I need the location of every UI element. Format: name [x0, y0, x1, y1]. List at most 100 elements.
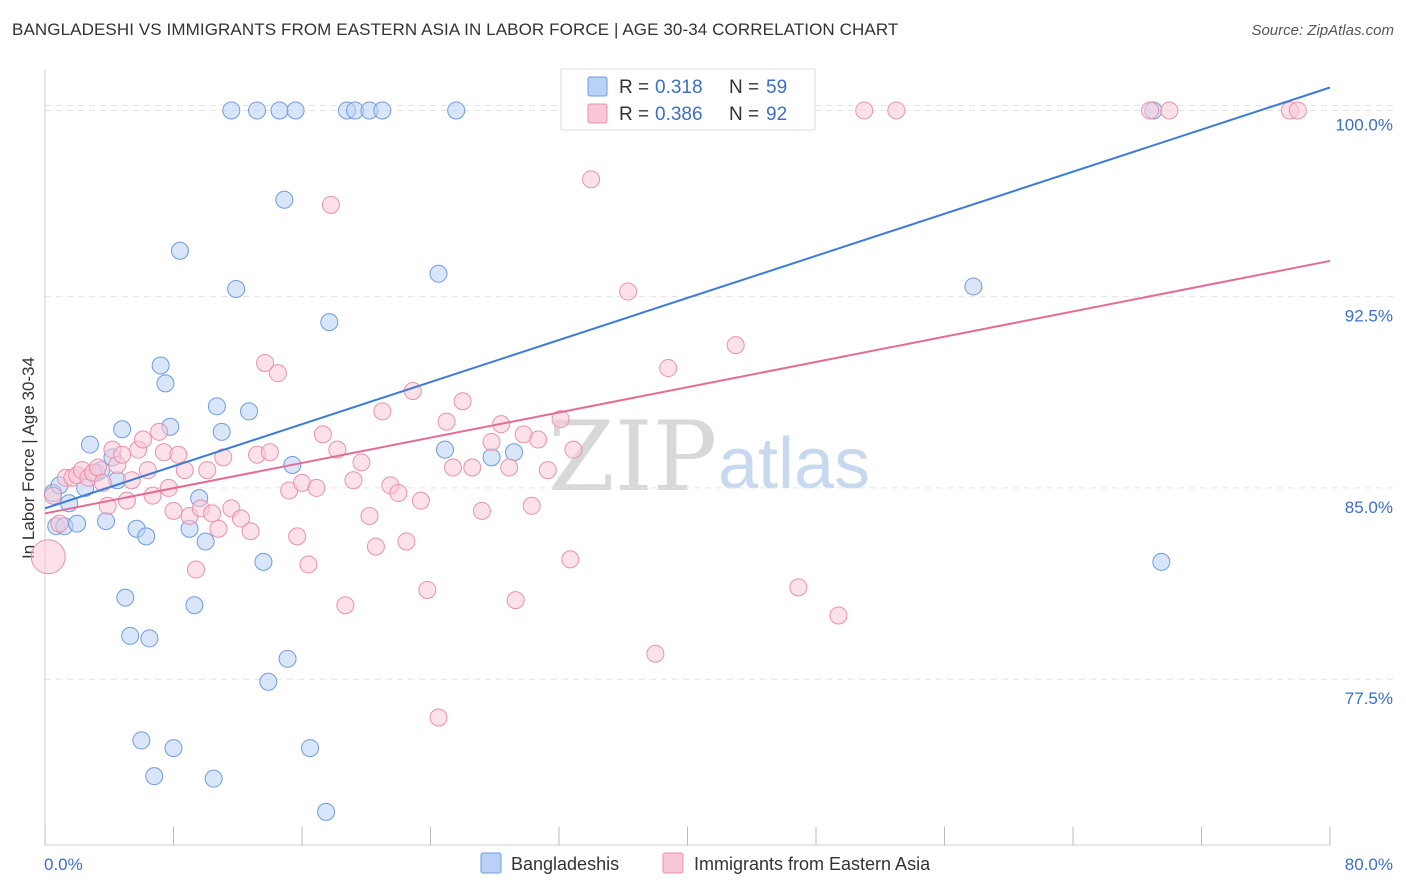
point-bangladeshis-36 [248, 101, 267, 120]
point-bangladeshis-57 [964, 277, 983, 296]
point-eastern-asia-60 [418, 580, 437, 599]
point-bangladeshis-21 [151, 356, 170, 375]
bottom-legend-label-eastern-asia: Immigrants from Eastern Asia [694, 854, 931, 874]
point-eastern-asia-52 [360, 506, 379, 525]
point-bangladeshis-50 [373, 101, 392, 120]
point-bangladeshis-43 [286, 101, 305, 120]
point-bangladeshis-32 [212, 422, 231, 441]
point-bangladeshis-37 [254, 552, 273, 571]
point-eastern-asia-82 [659, 359, 678, 378]
legend-r-value-2: 0.386 [655, 104, 703, 125]
point-bangladeshis-51 [429, 264, 448, 283]
trend-line-eastern-asia [44, 259, 1331, 515]
watermark-atlas: atlas [718, 424, 870, 504]
point-eastern-asia-79 [619, 282, 638, 301]
legend-r-label-1: R = [619, 77, 649, 98]
point-bangladeshis-39 [270, 101, 289, 120]
chart-source: Source: ZipAtlas.com [1251, 22, 1394, 39]
point-eastern-asia-64 [453, 392, 472, 411]
point-bangladeshis-25 [170, 241, 189, 260]
stats-legend: R = 0.318 N = 59 R = 0.386 N = 92 [560, 68, 816, 131]
legend-n-label-1: N = [729, 77, 759, 98]
point-eastern-asia-25 [169, 445, 188, 464]
point-eastern-asia-45 [307, 478, 326, 497]
point-bangladeshis-53 [447, 101, 466, 120]
point-eastern-asia-49 [336, 596, 355, 615]
point-eastern-asia-20 [143, 486, 162, 505]
point-eastern-asia-18 [133, 430, 152, 449]
point-eastern-asia-0 [30, 539, 66, 575]
legend-r-value-1: 0.318 [655, 77, 703, 98]
x-axis-ticks [44, 827, 1331, 845]
point-bangladeshis-31 [207, 397, 226, 416]
legend-swatch-eastern-asia [587, 103, 608, 124]
point-eastern-asia-76 [561, 550, 580, 569]
point-eastern-asia-84 [789, 578, 808, 597]
y-tick-label-3: 100.0% [1335, 115, 1393, 134]
point-eastern-asia-44 [299, 555, 318, 574]
point-bangladeshis-22 [156, 374, 175, 393]
point-eastern-asia-42 [288, 527, 307, 546]
point-bangladeshis-5 [68, 514, 87, 533]
point-bangladeshis-52 [435, 440, 454, 459]
point-eastern-asia-31 [203, 504, 222, 523]
y-axis-title: In Labor Force | Age 30-34 [19, 357, 38, 559]
gridlines [45, 104, 1393, 680]
point-eastern-asia-30 [198, 461, 217, 480]
point-eastern-asia-9 [89, 458, 108, 477]
point-bangladeshis-24 [164, 739, 183, 758]
legend-n-value-2: 92 [766, 104, 787, 125]
x-tick-label-min: 0.0% [44, 855, 83, 874]
point-bangladeshis-19 [140, 629, 159, 648]
point-bangladeshis-29 [196, 532, 215, 551]
point-bangladeshis-20 [145, 767, 164, 786]
point-eastern-asia-75 [551, 410, 570, 429]
point-bangladeshis-44 [301, 739, 320, 758]
trend-line-bangladeshis [44, 86, 1331, 510]
bottom-legend-swatch-eastern-asia [662, 852, 684, 874]
point-bangladeshis-27 [185, 596, 204, 615]
point-eastern-asia-24 [164, 501, 183, 520]
point-bangladeshis-35 [239, 402, 258, 421]
point-eastern-asia-54 [373, 402, 392, 421]
point-eastern-asia-15 [117, 491, 136, 510]
y-axis-ticks: 77.5% 85.0% 92.5% 100.0% [1335, 115, 1393, 708]
point-bangladeshis-14 [116, 588, 135, 607]
point-bangladeshis-18 [137, 527, 156, 546]
x-tick-label-max: 80.0% [1345, 855, 1393, 874]
point-eastern-asia-78 [582, 170, 601, 189]
point-eastern-asia-88 [1141, 101, 1160, 120]
point-bangladeshis-38 [259, 672, 278, 691]
point-eastern-asia-61 [429, 708, 448, 727]
point-eastern-asia-48 [328, 440, 347, 459]
point-eastern-asia-38 [256, 353, 275, 372]
y-tick-label-0: 77.5% [1345, 689, 1393, 708]
point-bangladeshis-45 [317, 802, 336, 821]
point-eastern-asia-69 [500, 458, 519, 477]
bottom-legend-label-bangladeshis: Bangladeshis [511, 854, 619, 874]
point-eastern-asia-72 [522, 496, 541, 515]
point-bangladeshis-33 [222, 101, 241, 120]
y-tick-label-1: 85.0% [1345, 498, 1393, 517]
point-eastern-asia-33 [214, 448, 233, 467]
point-eastern-asia-59 [411, 491, 430, 510]
point-eastern-asia-89 [1160, 101, 1179, 120]
point-eastern-asia-51 [352, 453, 371, 472]
point-bangladeshis-30 [204, 769, 223, 788]
series-eastern-asia-points [30, 101, 1307, 727]
point-eastern-asia-85 [829, 606, 848, 625]
point-eastern-asia-91 [1288, 101, 1307, 120]
legend-swatch-bangladeshis [587, 76, 608, 97]
point-eastern-asia-47 [321, 195, 340, 214]
y-tick-label-2: 92.5% [1345, 307, 1393, 326]
point-eastern-asia-2 [50, 514, 69, 533]
point-eastern-asia-86 [855, 101, 874, 120]
bottom-legend-swatch-bangladeshis [480, 852, 502, 874]
point-eastern-asia-74 [538, 461, 557, 480]
point-eastern-asia-70 [506, 591, 525, 610]
point-eastern-asia-62 [437, 412, 456, 431]
point-eastern-asia-50 [344, 471, 363, 490]
point-bangladeshis-59 [1152, 552, 1171, 571]
